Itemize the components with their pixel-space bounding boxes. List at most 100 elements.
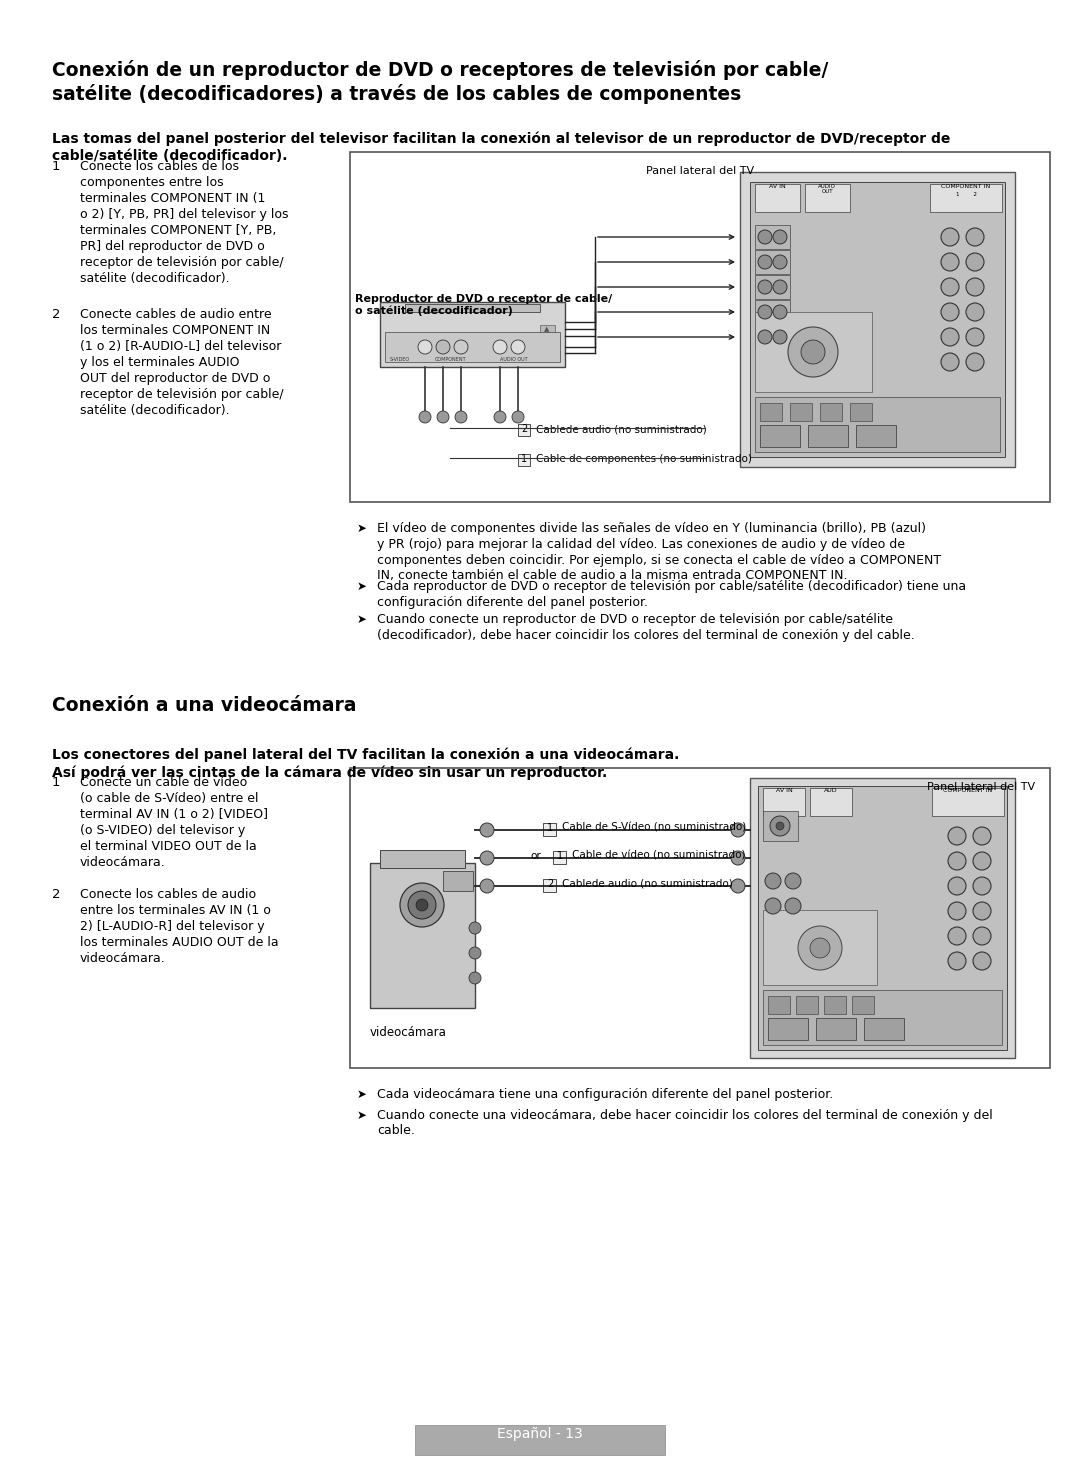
Bar [750, 778, 1015, 1058]
Text: Reproductor de DVD o receptor de cable/
o satélite (decodificador): Reproductor de DVD o receptor de cable/ … [355, 293, 612, 316]
Ellipse shape [416, 900, 428, 911]
Bar [930, 184, 1002, 212]
Text: Cable de componentes (no suministrado): Cable de componentes (no suministrado) [536, 453, 752, 464]
Text: 2: 2 [52, 308, 60, 322]
Text: Conexión de un reproductor de DVD o receptores de televisión por cable/
satélite: Conexión de un reproductor de DVD o rece… [52, 59, 828, 104]
Text: COMPONENT: COMPONENT [435, 357, 467, 362]
Bar [443, 871, 473, 891]
Text: Las tomas del panel posterior del televisor facilitan la conexión al televisor d: Las tomas del panel posterior del televi… [52, 132, 950, 163]
Ellipse shape [773, 280, 787, 293]
Text: Cada reproductor de DVD o receptor de televisión por cable/satélite (decodificad: Cada reproductor de DVD o receptor de te… [377, 579, 967, 609]
Bar [816, 1018, 856, 1040]
Bar [553, 851, 566, 864]
Text: Cuando conecte un reproductor de DVD o receptor de televisión por cable/satélite: Cuando conecte un reproductor de DVD o r… [377, 614, 915, 642]
Ellipse shape [758, 255, 772, 270]
Bar [805, 184, 850, 212]
Ellipse shape [770, 817, 789, 836]
Text: 1: 1 [52, 777, 60, 788]
Bar [852, 996, 874, 1014]
Text: 2: 2 [52, 888, 60, 901]
Bar [755, 276, 789, 299]
Bar [758, 785, 1007, 1051]
Ellipse shape [810, 938, 831, 957]
Ellipse shape [494, 411, 507, 422]
Ellipse shape [773, 255, 787, 270]
Text: Cuando conecte una videocámara, debe hacer coincidir los colores del terminal de: Cuando conecte una videocámara, debe hac… [377, 1109, 993, 1137]
Bar [755, 325, 789, 348]
Ellipse shape [469, 972, 481, 984]
Bar [380, 851, 465, 868]
Bar [856, 425, 896, 448]
Ellipse shape [973, 852, 991, 870]
Ellipse shape [941, 302, 959, 322]
Ellipse shape [480, 823, 494, 837]
Bar [810, 788, 852, 817]
Ellipse shape [948, 903, 966, 920]
Ellipse shape [973, 827, 991, 845]
Ellipse shape [785, 873, 801, 889]
Text: 1: 1 [546, 823, 553, 833]
Ellipse shape [973, 877, 991, 895]
Ellipse shape [788, 328, 838, 376]
Text: Cada videocámara tiene una configuración diferente del panel posterior.: Cada videocámara tiene una configuración… [377, 1088, 834, 1101]
Ellipse shape [941, 228, 959, 246]
Ellipse shape [973, 903, 991, 920]
Bar [740, 172, 1015, 467]
Text: Cablede audio (no suministrado): Cablede audio (no suministrado) [536, 424, 706, 434]
Ellipse shape [454, 339, 468, 354]
Bar [824, 996, 846, 1014]
Ellipse shape [948, 852, 966, 870]
Ellipse shape [436, 339, 450, 354]
Ellipse shape [480, 879, 494, 894]
Text: El vídeo de componentes divide las señales de vídeo en Y (luminancia (brillo), P: El vídeo de componentes divide las señal… [377, 522, 941, 582]
Ellipse shape [492, 339, 507, 354]
Text: AV IN: AV IN [769, 184, 785, 190]
Ellipse shape [966, 328, 984, 345]
Text: Cablede audio (no suministrado): Cablede audio (no suministrado) [562, 879, 732, 889]
Bar [350, 153, 1050, 502]
Bar [768, 1018, 808, 1040]
Bar [755, 184, 800, 212]
Bar [518, 424, 530, 436]
Ellipse shape [773, 305, 787, 319]
Text: ▲: ▲ [544, 326, 550, 332]
Text: S-VIDEO: S-VIDEO [390, 357, 410, 362]
Bar [760, 425, 800, 448]
Ellipse shape [455, 411, 467, 422]
Bar [755, 250, 789, 274]
Ellipse shape [798, 926, 842, 971]
Ellipse shape [731, 823, 745, 837]
Ellipse shape [948, 877, 966, 895]
Ellipse shape [966, 253, 984, 271]
Text: ➤: ➤ [357, 579, 367, 593]
Bar [755, 397, 1000, 452]
Ellipse shape [758, 280, 772, 293]
Ellipse shape [941, 328, 959, 345]
Text: AUDIO OUT: AUDIO OUT [500, 357, 528, 362]
Ellipse shape [966, 279, 984, 296]
Text: 1: 1 [52, 160, 60, 173]
Text: Cable de vídeo (no suministrado): Cable de vídeo (no suministrado) [572, 851, 745, 861]
Text: AUDIO
OUT: AUDIO OUT [818, 184, 836, 194]
Ellipse shape [966, 353, 984, 370]
Ellipse shape [948, 951, 966, 971]
Ellipse shape [469, 947, 481, 959]
Ellipse shape [785, 898, 801, 914]
Text: COMPONENT IN: COMPONENT IN [943, 788, 993, 793]
Bar [768, 996, 789, 1014]
Text: Panel lateral del TV: Panel lateral del TV [927, 782, 1035, 791]
Bar [820, 403, 842, 421]
Ellipse shape [418, 339, 432, 354]
Text: ➤: ➤ [357, 522, 367, 535]
Bar [350, 768, 1050, 1069]
Text: Los conectores del panel lateral del TV facilitan la conexión a una videocámara.: Los conectores del panel lateral del TV … [52, 748, 679, 780]
Bar [543, 823, 556, 836]
Bar [760, 403, 782, 421]
Ellipse shape [948, 827, 966, 845]
Ellipse shape [966, 302, 984, 322]
Text: or: or [530, 851, 541, 861]
Bar [762, 788, 805, 817]
Ellipse shape [512, 411, 524, 422]
Text: 2: 2 [521, 424, 527, 434]
Ellipse shape [437, 411, 449, 422]
